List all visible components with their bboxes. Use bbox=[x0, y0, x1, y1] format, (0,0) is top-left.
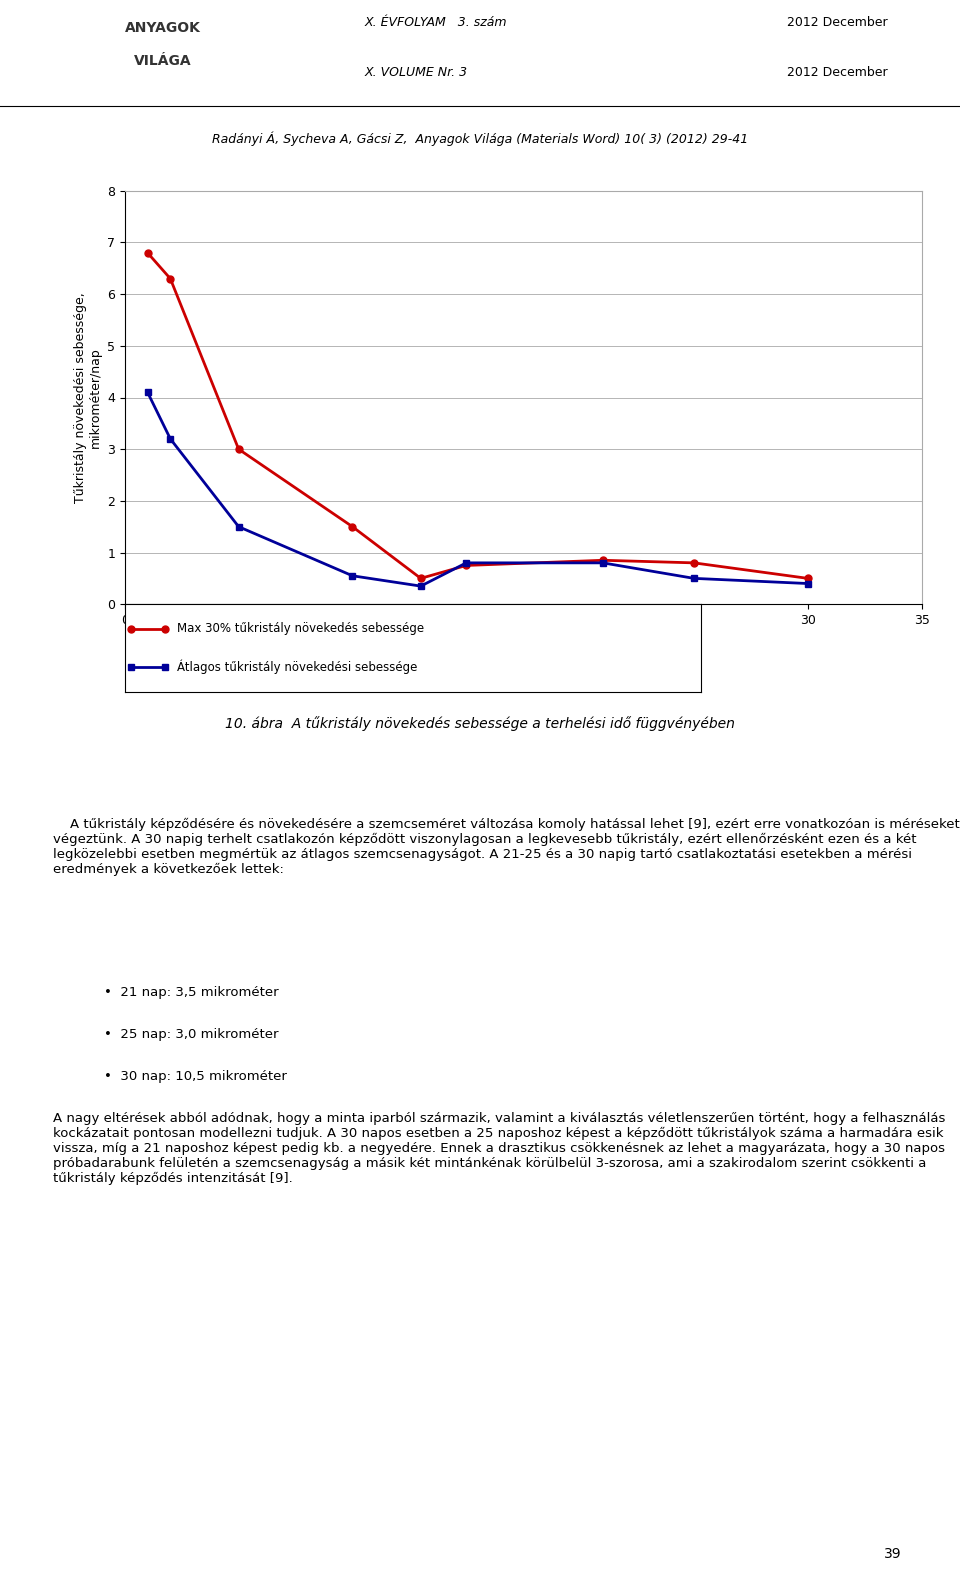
Text: ANYAGOK: ANYAGOK bbox=[125, 21, 202, 35]
Text: Radányi Á, Sycheva A, Gácsi Z,  Anyagok Világa (Materials Word) 10( 3) (2012) 29: Radányi Á, Sycheva A, Gácsi Z, Anyagok V… bbox=[212, 132, 748, 146]
Text: X. VOLUME Nr. 3: X. VOLUME Nr. 3 bbox=[365, 65, 468, 80]
Text: •  21 nap: 3,5 mikrométer: • 21 nap: 3,5 mikrométer bbox=[104, 986, 278, 999]
X-axis label: Csatlakoztatási idő, nap: Csatlakoztatási idő, nap bbox=[440, 636, 607, 650]
Text: 2012 December: 2012 December bbox=[787, 65, 888, 80]
Text: Max 30% tűkristály növekedés sebessége: Max 30% tűkristály növekedés sebessége bbox=[177, 622, 423, 634]
Text: A nagy eltérések abból adódnak, hogy a minta iparból származik, valamint a kivál: A nagy eltérések abból adódnak, hogy a m… bbox=[53, 1111, 946, 1185]
Text: •  25 nap: 3,0 mikrométer: • 25 nap: 3,0 mikrométer bbox=[104, 1027, 278, 1041]
Text: VILÁGA: VILÁGA bbox=[134, 54, 192, 68]
Text: X. ÉVFOLYAM   3. szám: X. ÉVFOLYAM 3. szám bbox=[365, 16, 507, 29]
Text: •  30 nap: 10,5 mikrométer: • 30 nap: 10,5 mikrométer bbox=[104, 1070, 287, 1083]
Text: 2012 December: 2012 December bbox=[787, 16, 888, 29]
Text: A tűkristály képződésére és növekedésére a szemcseméret változása komoly hatássa: A tűkristály képződésére és növekedésére… bbox=[53, 817, 960, 876]
Y-axis label: Tűkristály növekedési sebessége,
mikrométer/nap: Tűkristály növekedési sebessége, mikromé… bbox=[74, 293, 102, 502]
Text: 10. ábra  A tűkristály növekedés sebessége a terhelési idő függvényében: 10. ábra A tűkristály növekedés sebesség… bbox=[225, 716, 735, 731]
Text: Átlagos tűkristály növekedési sebessége: Átlagos tűkristály növekedési sebessége bbox=[177, 660, 417, 674]
Text: 39: 39 bbox=[884, 1547, 901, 1561]
